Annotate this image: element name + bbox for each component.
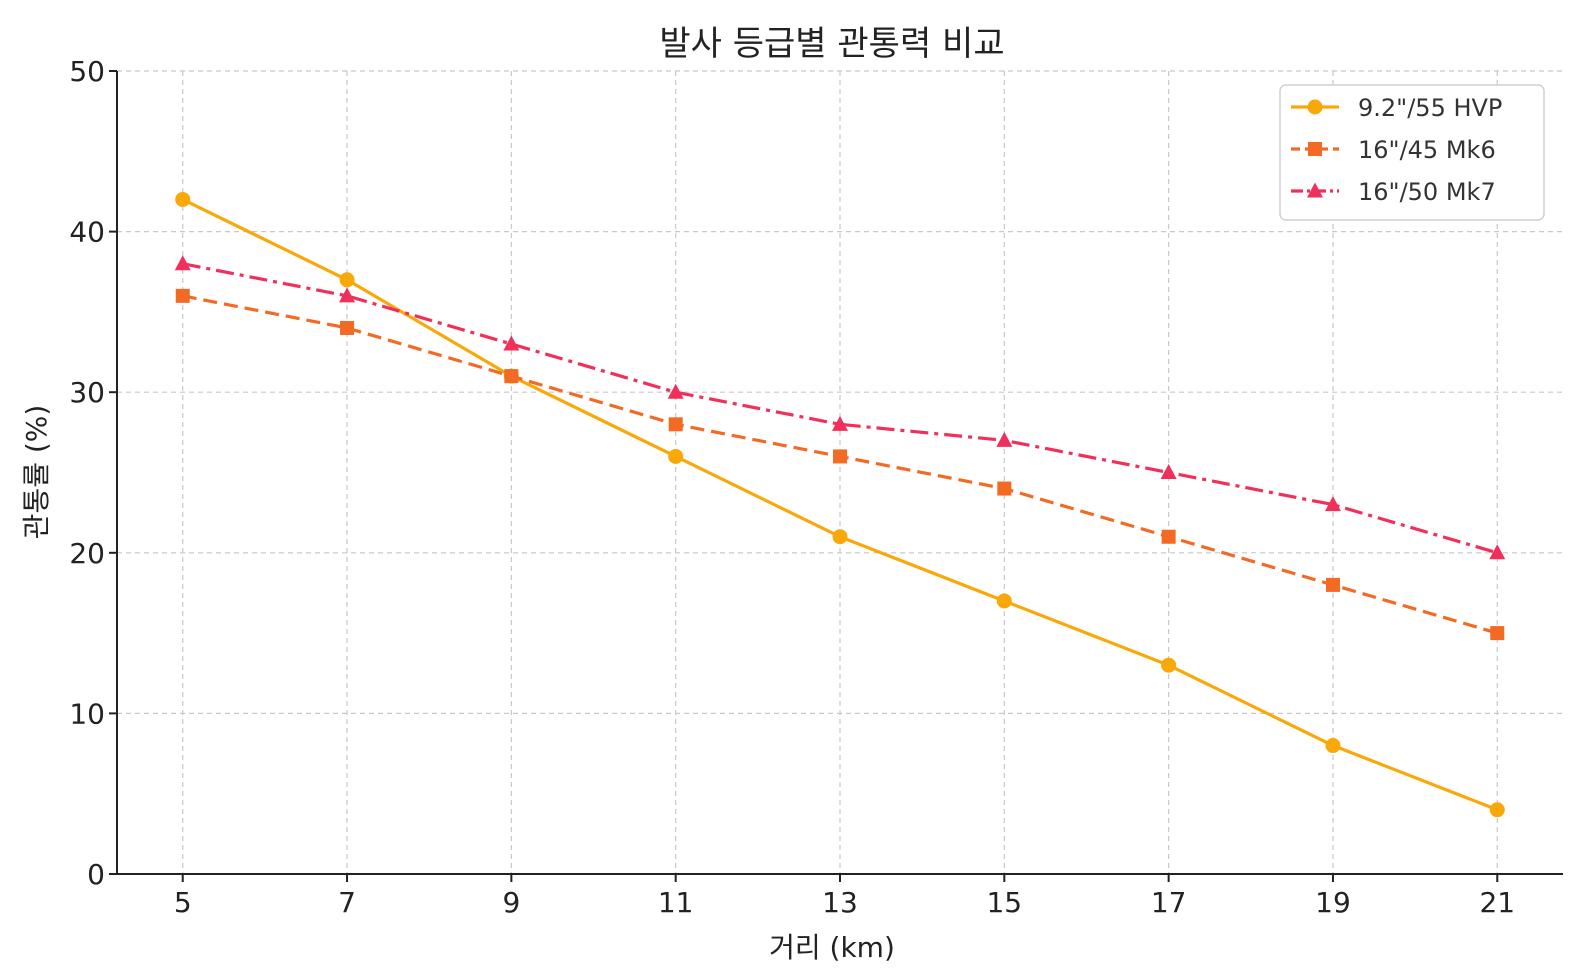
series-2 [175, 288, 1505, 641]
legend-label: 16"/45 Mk6 [1358, 136, 1496, 164]
data-point [1160, 464, 1177, 479]
data-point [1325, 738, 1341, 754]
y-tick-label: 0 [87, 858, 105, 891]
data-point [1489, 544, 1506, 560]
data-point [175, 288, 190, 303]
y-tick-label: 10 [69, 697, 105, 730]
x-tick-label: 17 [1151, 886, 1187, 919]
data-point [1324, 496, 1341, 512]
data-point [339, 287, 356, 303]
x-tick-label: 11 [658, 886, 694, 919]
data-point [1490, 626, 1505, 641]
data-point [1161, 657, 1177, 673]
y-tick-label: 50 [69, 55, 105, 88]
chart-title: 발사 등급별 관통력 비교 [659, 24, 1004, 64]
data-point [832, 415, 848, 431]
y-tick-label: 30 [69, 376, 105, 409]
data-point [832, 529, 848, 545]
legend-marker [1307, 182, 1323, 198]
data-point [997, 481, 1012, 496]
series-1 [175, 191, 1505, 818]
tick-labels: 5 7 9 11 13 15 17 19 21 0 10 20 30 40 50 [69, 55, 1515, 919]
data-point [174, 255, 191, 271]
data-point [668, 417, 683, 432]
x-tick-label: 15 [986, 886, 1022, 919]
data-point [668, 448, 684, 464]
data-point [503, 335, 520, 351]
legend: 9.2"/55 HVP 16"/45 Mk6 16"/50 Mk7 [1279, 84, 1545, 221]
x-tick-label: 13 [822, 886, 858, 919]
legend-label: 16"/50 Mk7 [1358, 178, 1496, 206]
data-point [833, 449, 847, 464]
x-tick-label: 5 [174, 886, 192, 919]
legend-label: 9.2"/55 HVP [1358, 94, 1502, 122]
data-point [1325, 577, 1340, 592]
x-axis-label: 거리 (km) [769, 931, 895, 964]
data-point [175, 191, 191, 207]
series-3 [174, 255, 1506, 560]
legend-marker [1307, 99, 1323, 115]
series [174, 191, 1506, 818]
data-point [996, 593, 1012, 609]
axes [109, 70, 1563, 882]
data-point [340, 320, 355, 335]
x-tick-label: 7 [338, 886, 356, 919]
data-point [996, 431, 1013, 447]
y-tick-label: 20 [69, 537, 105, 570]
data-point [1489, 802, 1505, 818]
x-tick-label: 21 [1479, 886, 1515, 919]
legend-box [1279, 84, 1545, 221]
x-tick-label: 19 [1315, 886, 1351, 919]
y-tick-label: 40 [69, 216, 105, 249]
legend-marker [1308, 142, 1322, 156]
series-line [182, 294, 1498, 635]
data-point [667, 383, 684, 399]
y-axis-label: 관통률 (%) [20, 405, 53, 540]
data-point [1161, 529, 1176, 544]
x-tick-label: 9 [502, 886, 520, 919]
data-point [339, 272, 355, 288]
data-point [504, 369, 519, 384]
